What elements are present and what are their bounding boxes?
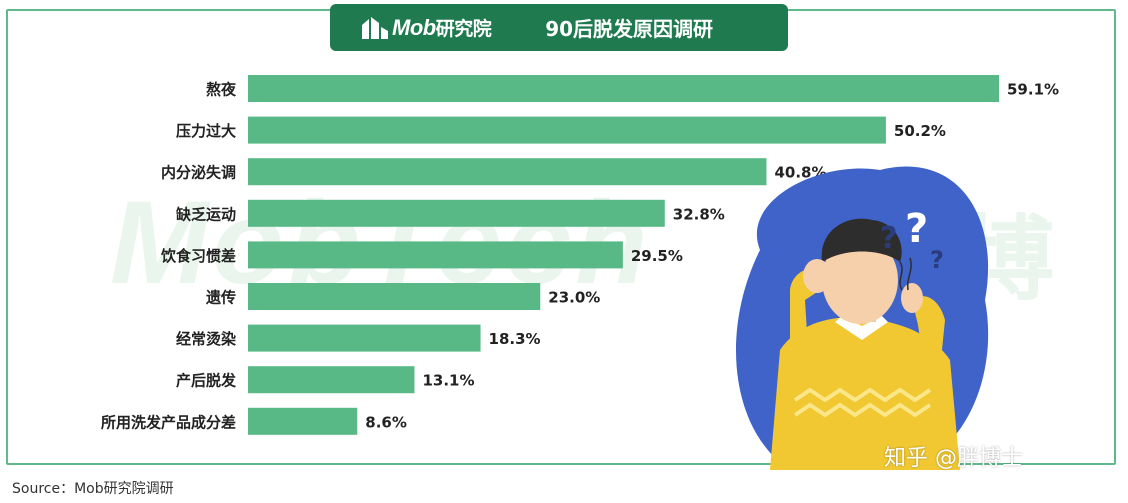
- man-face: [822, 236, 898, 324]
- category-label-3: 缺乏运动: [175, 205, 236, 223]
- category-label-2: 内分泌失调: [161, 164, 236, 182]
- chart-header: Mob研究院 90后脱发原因调研: [330, 4, 788, 51]
- zhihu-watermark: 知乎 @胖博士: [884, 446, 1023, 471]
- chart-title: 90后脱发原因调研: [545, 17, 714, 41]
- source-note: Source：Mob研究院调研: [12, 481, 174, 497]
- question-mark-icon: ?: [905, 206, 928, 252]
- category-label-0: 熬夜: [206, 81, 237, 99]
- category-label-1: 压力过大: [176, 122, 236, 140]
- category-label-5: 遗传: [205, 289, 236, 307]
- bar-0: [248, 75, 999, 102]
- man-right-arm: [912, 296, 945, 370]
- bar-3: [248, 199, 665, 227]
- value-label-4: 29.5%: [631, 247, 683, 265]
- value-label-7: 13.1%: [422, 372, 474, 390]
- category-label-8: 所用洗发产品成分差: [101, 413, 236, 431]
- confused-man-illustration: ? ? ?: [736, 166, 989, 470]
- value-label-0: 59.1%: [1007, 81, 1059, 99]
- category-label-7: 产后脱发: [176, 372, 237, 390]
- sweater-pattern: [793, 387, 932, 403]
- man-left-hand: [803, 259, 831, 293]
- man-hair: [821, 218, 902, 262]
- category-label-6: 经常烫染: [176, 330, 237, 348]
- hair-strands: [899, 257, 912, 291]
- bar-4: [248, 241, 623, 269]
- bar-1: [248, 116, 886, 144]
- category-label-4: 饮食习惯差: [160, 247, 236, 265]
- value-label-8: 8.6%: [365, 413, 407, 431]
- value-label-6: 18.3%: [489, 330, 541, 348]
- bar-5: [248, 283, 541, 310]
- man-right-hand: [901, 283, 923, 313]
- bar-2: [248, 158, 767, 186]
- bar-8: [248, 407, 358, 435]
- mob-logo-text: Mob研究院: [392, 15, 492, 40]
- question-mark-icon: ?: [880, 221, 897, 256]
- value-label-1: 50.2%: [894, 122, 946, 140]
- value-label-3: 32.8%: [673, 205, 725, 223]
- mob-logo-icon: [362, 16, 388, 39]
- question-mark-icon: ?: [930, 246, 944, 274]
- bar-7: [248, 366, 415, 394]
- value-label-5: 23.0%: [548, 289, 600, 307]
- bar-6: [248, 324, 481, 352]
